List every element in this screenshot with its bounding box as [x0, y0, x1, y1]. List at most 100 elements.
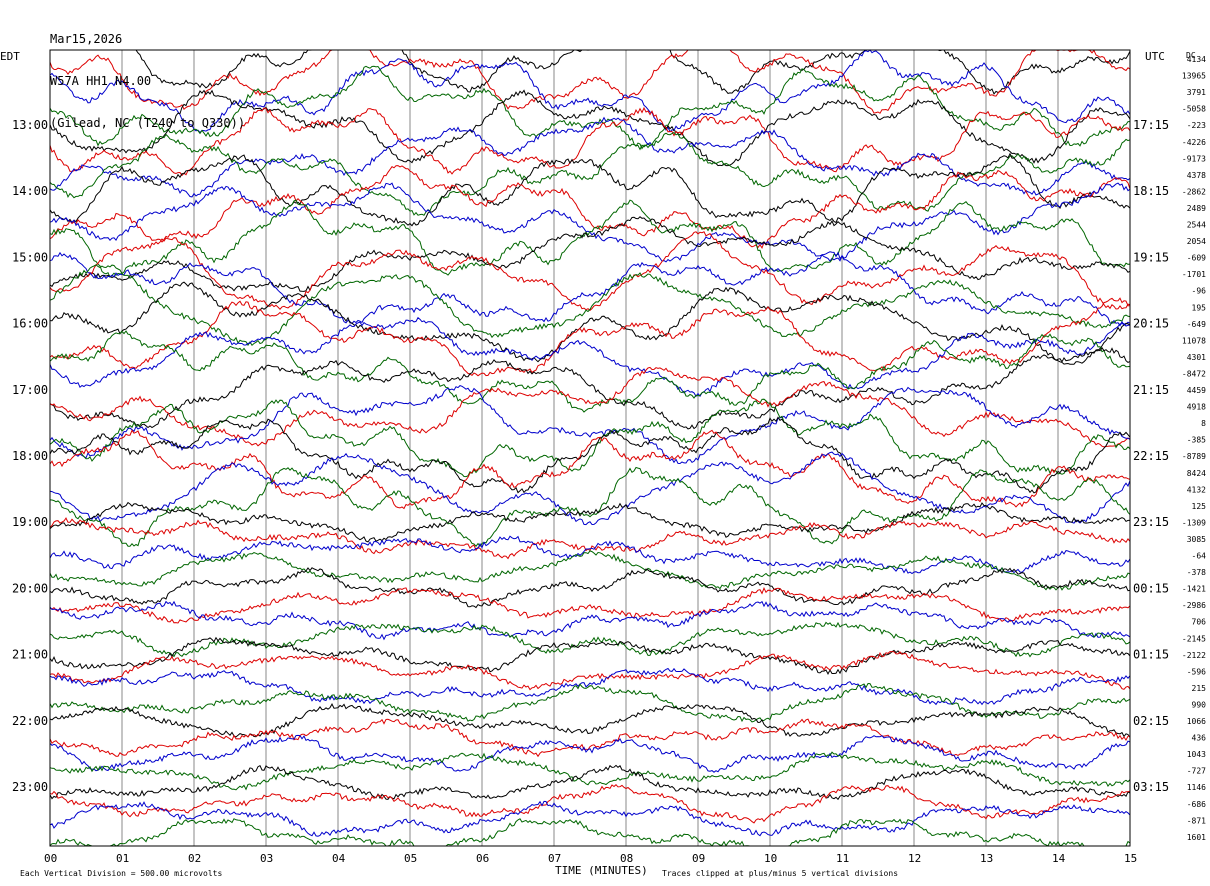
seismic-trace — [49, 466, 1131, 548]
dc-offset-label: 13965 — [1182, 72, 1206, 81]
dc-offset-label: 195 — [1192, 303, 1207, 312]
seismic-trace — [49, 734, 1131, 773]
seismic-trace — [49, 152, 1131, 227]
right-hour-label: 01:15 — [1133, 648, 1169, 662]
dc-offset-label: 2054 — [1187, 237, 1206, 246]
plot-grid — [121, 50, 1059, 846]
dc-offset-label: -96 — [1192, 287, 1207, 296]
seismic-trace — [49, 682, 1131, 723]
seismic-trace — [49, 281, 1131, 365]
x-tick-label: 00 — [44, 852, 57, 865]
dc-offset-label: -1421 — [1182, 585, 1206, 594]
seismic-trace — [49, 385, 1131, 465]
dc-offset-label: -2122 — [1182, 651, 1206, 660]
dc-offset-label: 4378 — [1187, 171, 1206, 180]
dc-offset-label: 990 — [1192, 700, 1207, 709]
x-tick-label: 10 — [764, 852, 777, 865]
x-tick-label: 08 — [620, 852, 633, 865]
clip-note: Traces clipped at plus/minus 5 vertical … — [662, 869, 898, 878]
right-timezone-label: UTC — [1145, 50, 1165, 63]
dc-offset-label: 8424 — [1187, 469, 1206, 478]
seismic-trace — [49, 330, 1131, 413]
dc-header: DC — [1186, 51, 1196, 60]
dc-offset-label: 2544 — [1187, 221, 1206, 230]
dc-offset-label: 1601 — [1187, 833, 1206, 842]
x-tick-label: 02 — [188, 852, 201, 865]
seismic-trace — [49, 764, 1131, 801]
dc-offset-label: -5058 — [1182, 105, 1206, 114]
dc-offset-label: 2489 — [1187, 204, 1206, 213]
seismic-trace — [49, 416, 1131, 494]
right-hour-label: 18:15 — [1133, 184, 1169, 198]
dc-offset-label: -649 — [1187, 320, 1206, 329]
right-hour-label: 21:15 — [1133, 383, 1169, 397]
x-tick-label: 09 — [692, 852, 705, 865]
seismic-trace — [49, 116, 1131, 198]
x-tick-label: 07 — [548, 852, 561, 865]
x-tick-label: 14 — [1052, 852, 1066, 865]
left-hour-label: 19:00 — [12, 515, 48, 529]
dc-offset-label: -223 — [1187, 121, 1206, 130]
right-hour-label: 20:15 — [1133, 317, 1169, 331]
header-block: Mar15,2026 W57A HH1 N4.00 (Gilead, NC (T… — [50, 4, 245, 144]
seismic-trace — [49, 366, 1131, 448]
seismic-trace — [49, 49, 1131, 134]
dc-offset-label: -8472 — [1182, 369, 1206, 378]
left-timezone-label: EDT — [0, 50, 20, 63]
seismic-trace — [49, 818, 1131, 847]
dc-offset-label: 1043 — [1187, 750, 1206, 759]
seismic-trace — [49, 346, 1131, 430]
dc-offset-label: -1309 — [1182, 518, 1206, 527]
dc-offset-label: -4226 — [1182, 138, 1206, 147]
seismic-trace — [49, 316, 1130, 398]
right-hour-labels: 17:15 18:15 19:15 20:15 21:15 22:15 23:15 00:15… — [1133, 118, 1169, 794]
seismic-trace — [49, 264, 1131, 347]
seismic-trace — [49, 501, 1130, 543]
x-tick-label: 13 — [980, 852, 993, 865]
seismic-trace — [49, 800, 1131, 837]
seismic-trace — [49, 517, 1131, 560]
seismic-trace — [49, 567, 1131, 609]
left-hour-label: 20:00 — [12, 581, 48, 595]
dc-offset-label: 706 — [1192, 618, 1207, 627]
seismic-trace — [49, 89, 1131, 167]
seismic-trace — [49, 231, 1131, 311]
seismic-trace — [49, 783, 1131, 824]
division-note: Each Vertical Division = 500.00 microvol… — [20, 869, 222, 878]
dc-offset-label: 4918 — [1187, 403, 1206, 412]
dc-offset-label: -871 — [1187, 816, 1206, 825]
dc-offset-label: 1066 — [1187, 717, 1206, 726]
left-hour-label: 21:00 — [12, 648, 48, 662]
seismic-trace — [49, 667, 1131, 706]
seismic-trace — [49, 106, 1131, 177]
seismic-trace — [49, 216, 1131, 292]
x-tick-label: 06 — [476, 852, 489, 865]
x-tick-label: 01 — [116, 852, 129, 865]
x-axis-title: TIME (MINUTES) — [555, 864, 648, 877]
dc-offset-label: 4301 — [1187, 353, 1206, 362]
dc-offset-label: 3791 — [1187, 88, 1206, 97]
dc-offset-label: -1701 — [1182, 270, 1206, 279]
seismic-traces — [49, 49, 1131, 847]
seismic-trace — [49, 297, 1130, 377]
header-date: Mar15,2026 — [50, 32, 123, 46]
seismic-trace — [49, 251, 1131, 327]
left-hour-labels: 13:00 14:00 15:00 16:00 17:00 18:00 19:00 20:00… — [12, 118, 48, 794]
left-hour-label: 13:00 — [12, 118, 48, 132]
seismic-trace — [49, 586, 1131, 624]
dc-offset-label: -2145 — [1182, 634, 1206, 643]
right-hour-label: 00:15 — [1133, 581, 1169, 595]
dc-offset-label: -727 — [1187, 767, 1206, 776]
seismic-trace — [49, 718, 1131, 758]
dc-offset-label: -2862 — [1182, 187, 1206, 196]
dc-offset-label: 4134 — [1187, 55, 1206, 64]
dc-offset-label: 8 — [1201, 419, 1206, 428]
left-hour-label: 15:00 — [12, 250, 48, 264]
plot-frame — [49, 49, 1131, 847]
right-hour-label: 03:15 — [1133, 780, 1169, 794]
left-hour-label: 23:00 — [12, 780, 48, 794]
dc-offset-label: 4132 — [1187, 485, 1206, 494]
right-hour-label: 02:15 — [1133, 714, 1169, 728]
dc-offset-label: -64 — [1192, 552, 1207, 561]
dc-offset-label: -609 — [1187, 254, 1206, 263]
